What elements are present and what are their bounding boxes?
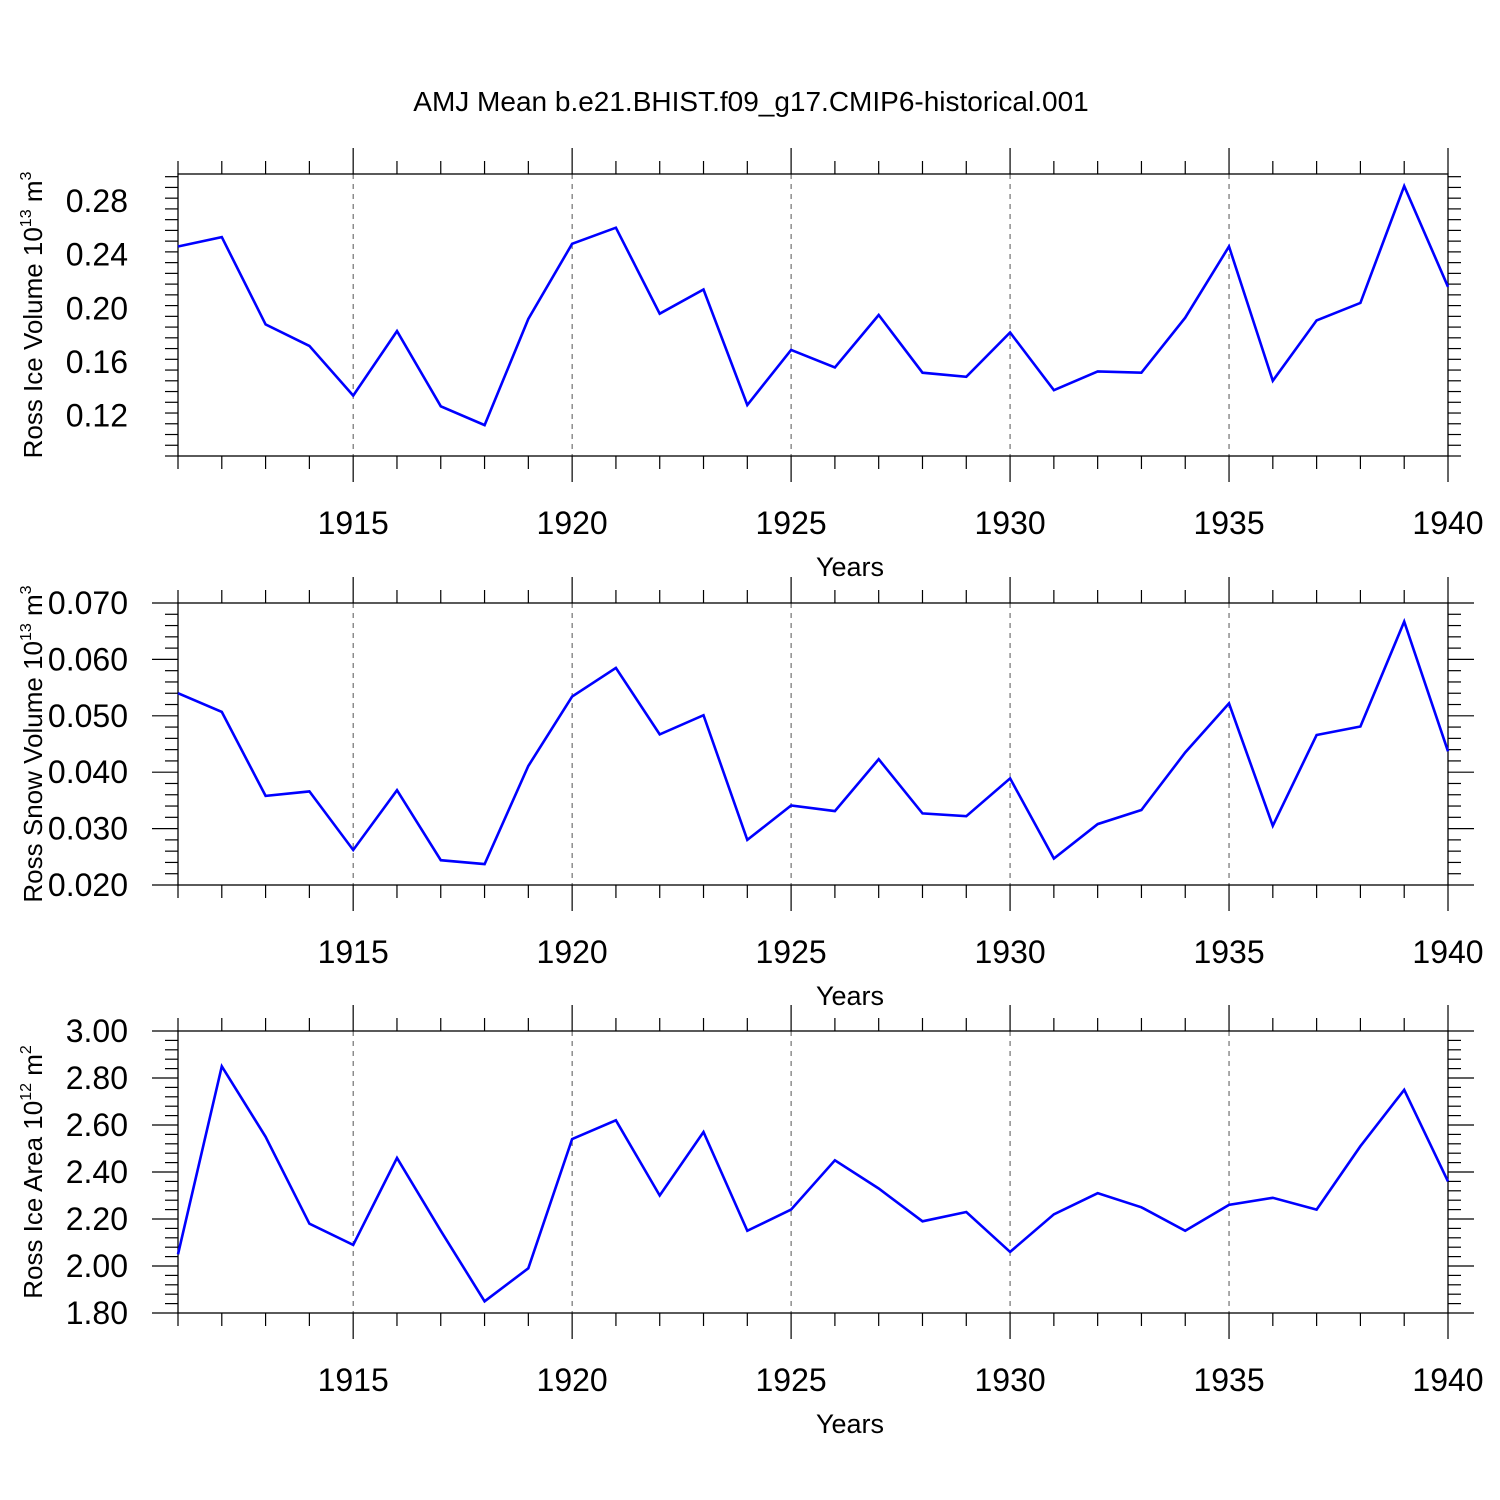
plot-frame bbox=[177, 173, 1449, 457]
chart-title: AMJ Mean b.e21.BHIST.f09_g17.CMIP6-histo… bbox=[413, 86, 1088, 117]
x-tick-label: 1940 bbox=[1412, 934, 1483, 970]
y-tick-label: 0.12 bbox=[66, 398, 128, 434]
panel-1: 1915 1920 1925 1930 1935 1940 0.12 0.16 0.20 0.24… bbox=[18, 148, 1484, 582]
x-tick-label: 1915 bbox=[318, 934, 389, 970]
x-axis-label: Years bbox=[816, 552, 884, 582]
x-tick-label: 1920 bbox=[537, 934, 608, 970]
series-line bbox=[177, 182, 1450, 427]
y-tick-label: 0.20 bbox=[66, 290, 128, 326]
x-tick-label: 1920 bbox=[537, 1362, 608, 1398]
y-tick-label: 0.030 bbox=[48, 811, 128, 847]
x-axis-label: Years bbox=[816, 981, 884, 1011]
x-tick-label: 1915 bbox=[318, 505, 389, 541]
y-tick-label: 0.24 bbox=[66, 237, 128, 273]
x-tick-label: 1930 bbox=[974, 505, 1045, 541]
x-tick-label: 1935 bbox=[1193, 1362, 1264, 1398]
y-tick-label: 2.80 bbox=[66, 1060, 128, 1096]
series-line bbox=[176, 1062, 1450, 1304]
y-tick-label: 2.40 bbox=[66, 1154, 128, 1190]
y-tick-label: 0.28 bbox=[66, 183, 128, 219]
y-tick-label: 0.060 bbox=[48, 641, 128, 677]
plot-frame bbox=[177, 602, 1449, 886]
x-tick-label: 1940 bbox=[1412, 505, 1483, 541]
x-tick-label: 1940 bbox=[1412, 1362, 1483, 1398]
x-tick-label: 1935 bbox=[1193, 934, 1264, 970]
plot-frame bbox=[177, 1030, 1449, 1314]
x-tick-label: 1925 bbox=[756, 1362, 827, 1398]
y-axis-label: Ross Ice Volume 1013 m3 bbox=[18, 171, 48, 458]
y-tick-label: 2.20 bbox=[66, 1201, 128, 1237]
panel-3: 1915 1920 1925 1930 1935 1940 1.80 2.00 2.20 2.40… bbox=[18, 1005, 1484, 1439]
x-tick-label: 1925 bbox=[756, 934, 827, 970]
y-tick-label: 0.16 bbox=[66, 344, 128, 380]
y-tick-label: 2.60 bbox=[66, 1107, 128, 1143]
y-axis-label: Ross Snow Volume 1013 m3 bbox=[18, 585, 48, 902]
x-tick-label: 1930 bbox=[974, 934, 1045, 970]
panel-2: 1915 1920 1925 1930 1935 1940 0.020 0.030 0.040 0… bbox=[18, 577, 1484, 1011]
y-tick-label: 0.040 bbox=[48, 754, 128, 790]
y-tick-label: 0.050 bbox=[48, 698, 128, 734]
x-tick-label: 1930 bbox=[974, 1362, 1045, 1398]
y-axis-label: Ross Ice Area 1012 m2 bbox=[18, 1045, 48, 1299]
y-tick-label: 3.00 bbox=[66, 1013, 128, 1049]
x-axis-label: Years bbox=[816, 1409, 884, 1439]
x-tick-label: 1920 bbox=[537, 505, 608, 541]
y-tick-label: 0.070 bbox=[48, 585, 128, 621]
x-tick-label: 1935 bbox=[1193, 505, 1264, 541]
y-tick-label: 1.80 bbox=[66, 1295, 128, 1331]
y-tick-label: 0.020 bbox=[48, 867, 128, 903]
x-tick-label: 1925 bbox=[756, 505, 827, 541]
series-line bbox=[177, 617, 1450, 866]
y-tick-label: 2.00 bbox=[66, 1248, 128, 1284]
x-tick-label: 1915 bbox=[318, 1362, 389, 1398]
